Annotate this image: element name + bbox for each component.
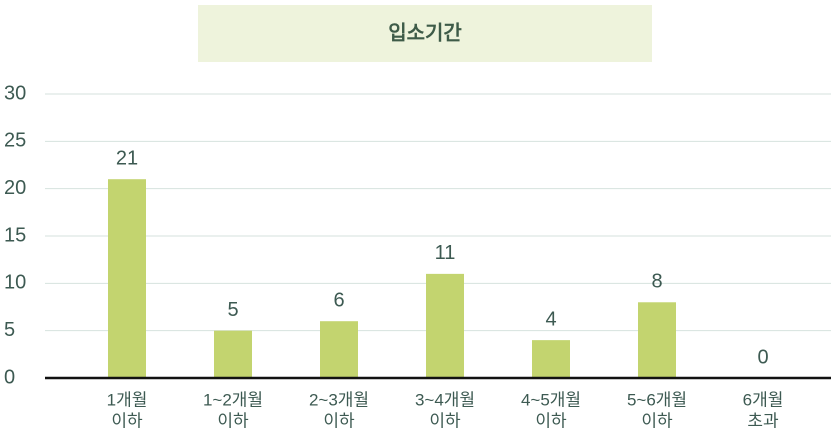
y-tick-label: 30 [4,82,26,104]
x-tick-label: 1~2개월 [203,390,263,409]
data-label: 5 [227,299,238,321]
bar [532,340,570,378]
x-tick-label: 이하 [323,411,355,430]
x-tick-label: 이하 [641,411,673,430]
y-tick-label: 20 [4,177,26,199]
chart-title: 입소기간 [388,21,462,44]
y-tick-label: 5 [4,319,15,341]
bar [108,179,146,378]
x-tick-label: 6개월 [743,390,784,409]
x-tick-label: 3~4개월 [415,390,475,409]
data-label: 4 [545,308,556,330]
x-tick-label: 1개월 [107,390,148,409]
title-box [198,5,652,62]
x-tick-label: 5~6개월 [627,390,687,409]
y-tick-label: 25 [4,130,26,152]
y-tick-label: 15 [4,224,26,246]
x-tick-label: 2~3개월 [309,390,369,409]
x-tick-label: 이하 [217,411,249,430]
data-label: 11 [435,242,456,264]
bar [214,330,252,378]
x-tick-label: 이하 [111,411,143,430]
data-label: 6 [333,289,344,311]
x-tick-label: 초과 [747,411,779,430]
data-label: 21 [116,147,138,169]
x-tick-label: 이하 [535,411,567,430]
x-tick-label: 4~5개월 [521,390,581,409]
x-tick-label: 이하 [429,411,461,430]
y-tick-label: 0 [4,366,15,388]
bar [426,273,464,378]
data-label: 0 [757,346,768,368]
bar [638,302,676,378]
bar [320,321,358,378]
data-label: 8 [651,271,662,293]
y-tick-label: 10 [4,272,26,294]
